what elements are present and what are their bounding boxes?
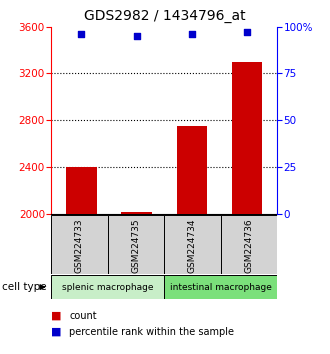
Bar bbox=[164, 275, 277, 299]
Text: GSM224736: GSM224736 bbox=[245, 218, 253, 273]
Text: intestinal macrophage: intestinal macrophage bbox=[170, 282, 272, 292]
Bar bbox=[164, 215, 221, 274]
Bar bbox=[108, 215, 164, 274]
Bar bbox=[66, 167, 97, 214]
Text: GDS2982 / 1434796_at: GDS2982 / 1434796_at bbox=[84, 9, 246, 23]
Text: GSM224735: GSM224735 bbox=[131, 218, 141, 273]
Text: ■: ■ bbox=[51, 327, 62, 337]
Point bbox=[189, 31, 194, 37]
Bar bbox=[177, 126, 207, 214]
Text: GSM224734: GSM224734 bbox=[188, 218, 197, 273]
Text: ■: ■ bbox=[51, 311, 62, 321]
Text: percentile rank within the sample: percentile rank within the sample bbox=[69, 327, 234, 337]
Bar bbox=[221, 215, 277, 274]
Text: splenic macrophage: splenic macrophage bbox=[62, 282, 153, 292]
Bar bbox=[121, 212, 152, 214]
Text: count: count bbox=[69, 311, 97, 321]
Bar bbox=[232, 62, 262, 214]
Point bbox=[244, 29, 249, 35]
Text: GSM224733: GSM224733 bbox=[75, 218, 84, 273]
Point bbox=[134, 33, 139, 39]
Point bbox=[79, 31, 84, 37]
Bar bbox=[51, 215, 108, 274]
Bar bbox=[51, 275, 164, 299]
Text: cell type: cell type bbox=[2, 282, 46, 292]
